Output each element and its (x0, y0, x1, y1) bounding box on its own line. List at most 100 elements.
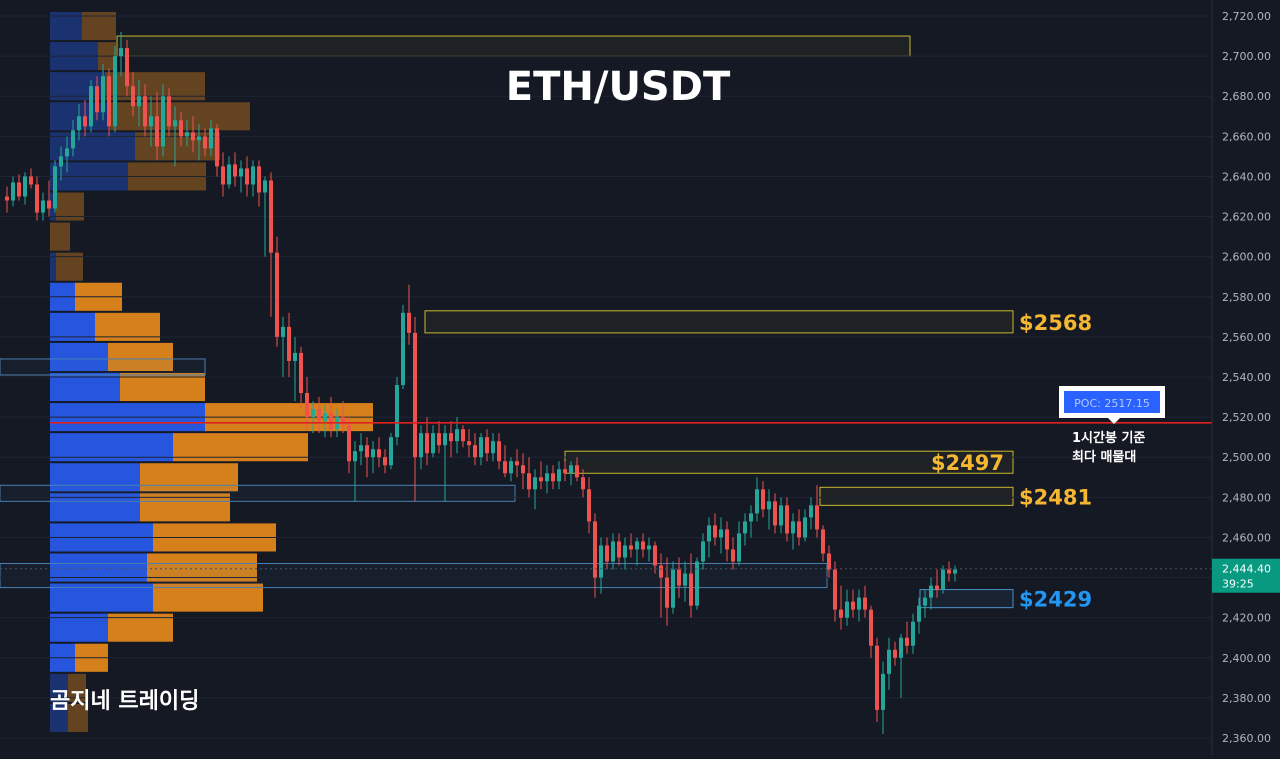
candle-up (707, 525, 711, 542)
profile-sell-bar (105, 72, 205, 101)
candle-down (575, 465, 579, 478)
candle-up (719, 529, 723, 538)
price-axis[interactable]: 2,720.00 2,700.00 2,680.00 2,660.00 2,640.00… (1211, 0, 1280, 755)
candle-down (593, 521, 597, 578)
candle-down (947, 569, 951, 574)
profile-buy-bar (50, 493, 140, 522)
candle-up (431, 433, 435, 454)
candle-up (917, 605, 921, 622)
y-tick-label: 2,720.00 (1222, 10, 1271, 23)
candle-up (263, 180, 267, 193)
candle-down (437, 433, 441, 446)
candle-up (113, 56, 117, 127)
candle-down (215, 128, 219, 167)
candle-up (491, 441, 495, 454)
poc-note-line1: 1시간봉 기준 (1072, 430, 1145, 446)
candle-up (611, 541, 615, 562)
profile-sell-bar (82, 11, 116, 41)
profile-sell-bar (173, 433, 308, 462)
candle-down (713, 525, 717, 538)
y-tick-label: 2,400.00 (1222, 652, 1271, 665)
candle-up (791, 521, 795, 534)
candle-down (731, 549, 735, 562)
y-tick-label: 2,660.00 (1222, 130, 1271, 143)
candle-down (191, 132, 195, 141)
candle-down (467, 441, 471, 446)
candle-down (563, 469, 567, 474)
profile-sell-bar (140, 463, 238, 492)
profile-buy-bar (50, 132, 135, 161)
candle-up (911, 621, 915, 646)
candle-up (389, 437, 393, 466)
y-tick-label: 2,640.00 (1222, 170, 1271, 183)
candle-down (347, 425, 351, 462)
candle-up (767, 501, 771, 510)
y-tick-label: 2,420.00 (1222, 612, 1271, 625)
candle-down (449, 433, 453, 442)
zone-label: $2497 (931, 451, 1004, 475)
candle-down (17, 182, 21, 197)
candle-down (797, 521, 801, 538)
candle-down (725, 529, 729, 550)
candle-up (251, 166, 255, 185)
candle-down (605, 545, 609, 562)
candle-up (41, 200, 45, 213)
candle-down (305, 393, 309, 418)
candles (5, 32, 957, 734)
candle-down (107, 76, 111, 127)
candle-up (809, 505, 813, 518)
candle-down (83, 116, 87, 127)
axis-bg (1212, 0, 1280, 755)
profile-buy-bar (50, 583, 153, 612)
candle-down (47, 200, 51, 209)
candle-down (221, 166, 225, 185)
y-tick-label: 2,620.00 (1222, 211, 1271, 224)
candle-down (641, 541, 645, 550)
y-tick-label: 2,560.00 (1222, 331, 1271, 344)
candle-down (35, 184, 39, 213)
profile-sell-bar (147, 553, 257, 582)
candle-up (197, 136, 201, 141)
candle-down (257, 166, 261, 193)
candle-down (287, 326, 291, 361)
candle-down (407, 312, 411, 333)
candle-down (893, 649, 897, 658)
profile-sell-bar (108, 613, 173, 642)
candle-up (173, 120, 177, 127)
candle-down (773, 501, 777, 526)
profile-buy-bar (50, 342, 108, 371)
candle-down (821, 529, 825, 554)
current-price-label: 2,444.40 (1222, 563, 1271, 576)
candle-up (557, 469, 561, 482)
profile-buy-bar (50, 673, 68, 702)
profile-buy-bar (50, 372, 120, 402)
candle-down (815, 505, 819, 530)
candle-down (461, 429, 465, 442)
candle-down (677, 569, 681, 586)
candle-down (905, 637, 909, 646)
profile-buy-bar (50, 553, 147, 582)
candle-down (155, 116, 159, 147)
profile-sell-bar (56, 252, 83, 281)
candle-up (89, 86, 93, 127)
candle-down (521, 465, 525, 474)
candle-down (617, 541, 621, 558)
profile-buy-bar (50, 613, 108, 642)
candle-up (887, 649, 891, 674)
candle-up (161, 96, 165, 147)
candle-down (785, 505, 789, 534)
value-area-box (0, 484, 516, 502)
candle-up (11, 182, 15, 201)
candle-up (227, 164, 231, 185)
candle-down (341, 417, 345, 426)
zone-supply (116, 35, 911, 57)
candle-down (299, 352, 303, 394)
poc-note-line2: 최다 매물대 (1072, 449, 1136, 465)
poc-pointer (1108, 418, 1120, 424)
profile-sell-bar (140, 493, 230, 522)
y-tick-label: 2,700.00 (1222, 50, 1271, 63)
candle-down (233, 164, 237, 177)
y-tick-label: 2,480.00 (1222, 491, 1271, 504)
overlay-lines (0, 422, 1212, 570)
